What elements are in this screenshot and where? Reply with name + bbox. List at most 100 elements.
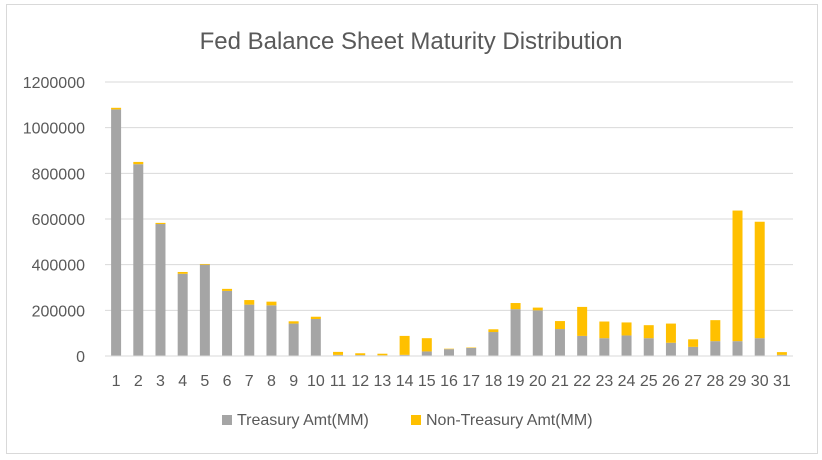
bar-non-treasury-29 bbox=[732, 210, 743, 342]
x-tick-label: 26 bbox=[662, 373, 680, 390]
x-tick-label: 11 bbox=[330, 373, 347, 390]
x-tick-label: 9 bbox=[289, 373, 298, 390]
x-tick-label: 31 bbox=[773, 373, 791, 390]
x-tick-label: 30 bbox=[751, 373, 769, 390]
x-tick-label: 10 bbox=[307, 373, 325, 390]
bar-treasury-31 bbox=[776, 354, 787, 356]
bar-treasury-24 bbox=[621, 335, 632, 356]
bar-treasury-7 bbox=[244, 304, 255, 356]
bar-non-treasury-7 bbox=[244, 300, 255, 305]
x-tick-label: 28 bbox=[706, 373, 724, 390]
legend-label-treasury: Treasury Amt(MM) bbox=[237, 412, 369, 429]
bar-non-treasury-11 bbox=[333, 351, 344, 355]
bar-non-treasury-28 bbox=[710, 320, 721, 342]
bar-non-treasury-31 bbox=[776, 352, 787, 355]
bar-treasury-25 bbox=[643, 338, 654, 356]
bar-non-treasury-6 bbox=[222, 288, 233, 291]
y-tick-label: 0 bbox=[76, 349, 85, 366]
bar-treasury-3 bbox=[155, 224, 166, 356]
bar-non-treasury-14 bbox=[399, 335, 410, 355]
bar-non-treasury-13 bbox=[377, 353, 388, 356]
x-tick-label: 6 bbox=[223, 373, 232, 390]
bar-treasury-17 bbox=[466, 348, 477, 356]
x-tick-label: 14 bbox=[396, 373, 414, 390]
bar-non-treasury-4 bbox=[177, 271, 188, 274]
x-tick-label: 25 bbox=[640, 373, 658, 390]
bar-treasury-5 bbox=[199, 264, 210, 356]
x-tick-label: 29 bbox=[729, 373, 747, 390]
y-axis-tick-labels: 0 200000 400000 600000 800000 1000000 1200000 bbox=[23, 75, 85, 366]
bar-non-treasury-27 bbox=[688, 339, 699, 347]
bar-non-treasury-19 bbox=[510, 303, 521, 310]
x-tick-label: 27 bbox=[684, 373, 702, 390]
bar-non-treasury-5 bbox=[199, 263, 210, 265]
bar-non-treasury-24 bbox=[621, 322, 632, 336]
legend-swatch-treasury bbox=[222, 415, 232, 425]
bar-treasury-9 bbox=[288, 323, 299, 356]
x-tick-label: 4 bbox=[178, 373, 187, 390]
x-tick-label: 19 bbox=[507, 373, 525, 390]
bar-non-treasury-15 bbox=[421, 338, 432, 352]
x-tick-label: 21 bbox=[551, 373, 569, 390]
bar-non-treasury-22 bbox=[577, 306, 588, 336]
bar-non-treasury-30 bbox=[754, 221, 765, 339]
y-tick-label: 800000 bbox=[32, 166, 85, 183]
x-tick-label: 17 bbox=[462, 373, 480, 390]
bar-treasury-1 bbox=[111, 109, 122, 357]
x-tick-label: 7 bbox=[245, 373, 254, 390]
legend-swatch-non-treasury bbox=[411, 415, 421, 425]
x-tick-label: 3 bbox=[156, 373, 165, 390]
bar-treasury-19 bbox=[510, 309, 521, 356]
bar-non-treasury-25 bbox=[643, 325, 654, 339]
bar-treasury-27 bbox=[688, 346, 699, 356]
bar-non-treasury-26 bbox=[665, 323, 676, 343]
bar-treasury-22 bbox=[577, 335, 588, 356]
x-axis-tick-labels: 1 2 3 4 5 6 7 8 9 10 11 12 13 14 15 16 17 18 19 20 21 22 23 24 2… bbox=[112, 373, 791, 390]
bar-treasury-21 bbox=[554, 329, 565, 356]
x-tick-label: 12 bbox=[351, 373, 369, 390]
y-tick-label: 400000 bbox=[32, 258, 85, 275]
bar-treasury-16 bbox=[444, 349, 454, 356]
x-tick-label: 8 bbox=[267, 373, 276, 390]
bar-non-treasury-8 bbox=[266, 301, 277, 306]
bar-non-treasury-10 bbox=[310, 316, 321, 320]
bar-treasury-4 bbox=[177, 273, 188, 356]
legend-label-non-treasury: Non-Treasury Amt(MM) bbox=[426, 412, 593, 429]
bar-treasury-28 bbox=[710, 341, 721, 356]
bar-treasury-10 bbox=[310, 319, 321, 356]
bar-treasury-2 bbox=[133, 164, 144, 356]
x-tick-label: 20 bbox=[529, 373, 547, 390]
bar-non-treasury-9 bbox=[288, 321, 299, 324]
bar-non-treasury-2 bbox=[133, 161, 144, 165]
x-tick-label: 2 bbox=[134, 373, 143, 390]
x-tick-label: 15 bbox=[418, 373, 436, 390]
x-tick-label: 24 bbox=[618, 373, 636, 390]
bars bbox=[111, 107, 787, 357]
bar-non-treasury-21 bbox=[554, 321, 565, 330]
x-tick-label: 13 bbox=[374, 373, 392, 390]
bar-treasury-30 bbox=[754, 338, 765, 356]
y-tick-label: 1200000 bbox=[23, 75, 85, 92]
bar-treasury-14 bbox=[399, 354, 410, 356]
chart-title: Fed Balance Sheet Maturity Distribution bbox=[200, 28, 623, 55]
bar-non-treasury-1 bbox=[111, 107, 122, 110]
x-tick-label: 23 bbox=[595, 373, 613, 390]
bar-treasury-20 bbox=[532, 310, 543, 356]
x-tick-label: 16 bbox=[440, 373, 458, 390]
x-tick-label: 18 bbox=[484, 373, 502, 390]
bar-treasury-29 bbox=[732, 341, 743, 356]
bar-treasury-18 bbox=[488, 332, 499, 356]
legend: Treasury Amt(MM) Non-Treasury Amt(MM) bbox=[222, 412, 593, 429]
y-tick-label: 200000 bbox=[32, 303, 85, 320]
bar-non-treasury-20 bbox=[532, 307, 543, 311]
bar-treasury-26 bbox=[665, 342, 676, 356]
y-tick-label: 1000000 bbox=[23, 121, 85, 138]
bar-non-treasury-3 bbox=[155, 222, 166, 225]
x-tick-label: 5 bbox=[200, 373, 209, 390]
bar-treasury-23 bbox=[599, 338, 610, 356]
bar-non-treasury-12 bbox=[355, 353, 366, 356]
bar-treasury-6 bbox=[222, 290, 233, 356]
bar-treasury-8 bbox=[266, 305, 277, 356]
bar-non-treasury-18 bbox=[488, 329, 499, 333]
